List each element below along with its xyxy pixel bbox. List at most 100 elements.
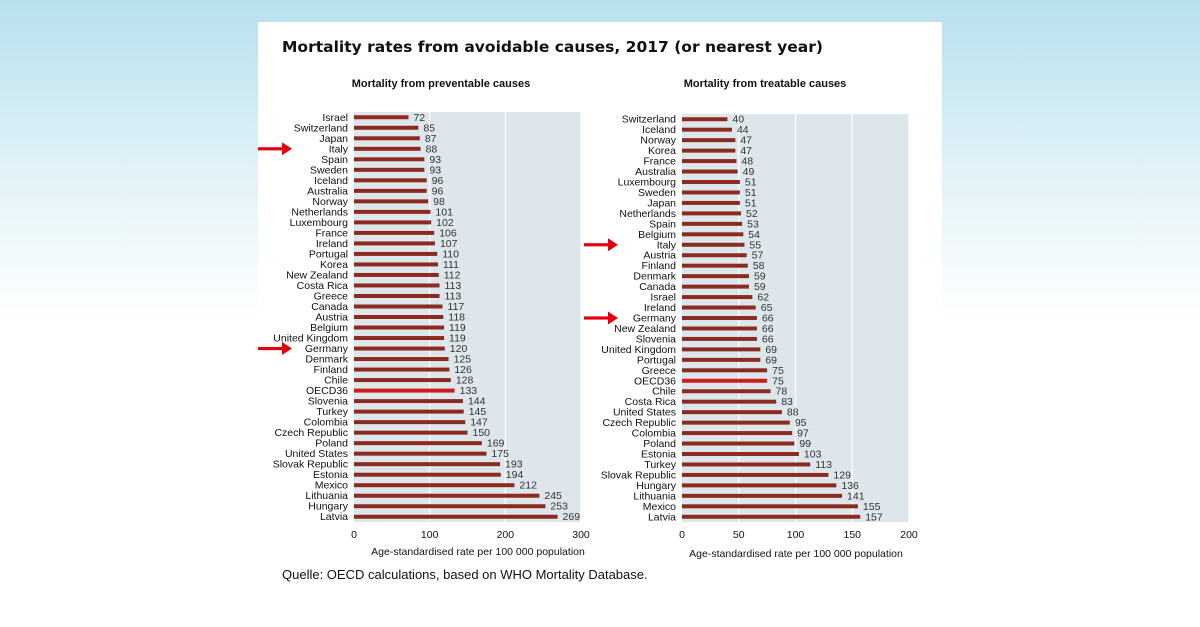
- value-label: 106: [439, 227, 457, 239]
- value-label: 55: [749, 239, 761, 251]
- source-note: Quelle: OECD calculations, based on WHO …: [282, 567, 648, 582]
- arrow-head: [608, 311, 618, 325]
- highlight-arrow-icon: [258, 142, 292, 156]
- category-label: France: [315, 227, 348, 239]
- category-label: Lithuania: [305, 490, 348, 502]
- value-label: 119: [449, 322, 466, 334]
- arrow-head: [282, 342, 292, 356]
- bar-slovenia: [682, 336, 757, 341]
- category-label: Spain: [321, 154, 348, 166]
- value-label: 157: [865, 511, 883, 523]
- value-label: 66: [762, 323, 774, 335]
- value-label: 101: [435, 206, 453, 218]
- category-label: Chile: [652, 386, 676, 398]
- category-label: Ireland: [644, 302, 676, 314]
- bar-iceland: [354, 178, 427, 183]
- bar-costa-rica: [354, 283, 440, 288]
- bar-france: [354, 230, 435, 235]
- category-label: Luxembourg: [290, 217, 349, 229]
- value-label: 103: [804, 449, 822, 461]
- category-label: Finland: [314, 364, 349, 376]
- category-label: Czech Republic: [602, 417, 676, 429]
- category-label: Poland: [643, 438, 676, 450]
- bar-luxembourg: [354, 220, 432, 225]
- value-label: 155: [863, 501, 881, 513]
- bar-united-kingdom: [354, 336, 445, 341]
- value-label: 133: [460, 385, 478, 397]
- bar-sweden: [682, 190, 740, 195]
- bar-turkey: [354, 409, 464, 414]
- bar-finland: [354, 367, 450, 372]
- value-label: 69: [765, 354, 777, 366]
- bar-australia: [354, 188, 427, 193]
- value-label: 175: [491, 448, 509, 460]
- value-label: 113: [815, 459, 832, 471]
- category-label: Germany: [633, 313, 677, 325]
- category-label: Canada: [311, 301, 348, 313]
- bar-hungary: [682, 483, 837, 488]
- x-tick-label: 0: [679, 529, 685, 541]
- bar-chile: [682, 389, 771, 394]
- category-label: Belgium: [310, 322, 348, 334]
- category-label: Italy: [657, 239, 677, 251]
- category-label: Slovak Republic: [273, 459, 348, 471]
- bar-italy: [354, 146, 421, 151]
- value-label: 118: [448, 312, 465, 324]
- bar-mexico: [354, 483, 515, 488]
- value-label: 253: [550, 501, 568, 513]
- bar-japan: [354, 136, 420, 141]
- value-label: 112: [444, 269, 461, 281]
- category-label: Norway: [640, 135, 676, 147]
- value-label: 98: [433, 196, 445, 208]
- value-label: 120: [450, 343, 468, 355]
- category-label: Portugal: [309, 248, 348, 260]
- bar-oecd36: [354, 388, 455, 393]
- value-label: 136: [841, 480, 859, 492]
- value-label: 97: [797, 428, 809, 440]
- bar-ireland: [682, 305, 756, 310]
- value-label: 102: [436, 217, 454, 229]
- x-tick-label: 150: [843, 529, 861, 541]
- category-label: Belgium: [638, 229, 676, 241]
- bar-chile: [354, 378, 451, 383]
- category-label: Austria: [315, 312, 348, 324]
- bar-finland: [682, 263, 748, 268]
- bar-belgium: [682, 232, 744, 237]
- bar-czech-republic: [682, 420, 790, 425]
- value-label: 48: [741, 156, 753, 168]
- category-label: Hungary: [636, 480, 676, 492]
- bar-portugal: [354, 251, 438, 256]
- bar-italy: [682, 242, 745, 247]
- value-label: 83: [781, 396, 793, 408]
- value-label: 58: [753, 260, 765, 272]
- category-label: Switzerland: [294, 122, 348, 134]
- value-label: 52: [746, 208, 758, 220]
- value-label: 129: [833, 469, 851, 481]
- category-label: Costa Rica: [625, 396, 677, 408]
- bar-lithuania: [682, 493, 843, 498]
- value-label: 99: [799, 438, 811, 450]
- category-label: Australia: [635, 166, 676, 178]
- bar-israel: [682, 295, 753, 300]
- value-label: 245: [544, 490, 562, 502]
- bar-new-zealand: [354, 272, 439, 277]
- bar-switzerland: [682, 117, 728, 122]
- value-label: 59: [754, 271, 766, 283]
- value-label: 150: [473, 427, 491, 439]
- category-label: Costa Rica: [297, 280, 349, 292]
- category-label: France: [643, 156, 676, 168]
- category-label: Mexico: [315, 480, 348, 492]
- value-label: 144: [468, 396, 486, 408]
- panel-title: Mortality from preventable causes: [352, 78, 531, 90]
- bar-austria: [682, 253, 747, 258]
- bar-turkey: [682, 462, 811, 467]
- bar-netherlands: [682, 211, 742, 216]
- category-label: Slovenia: [308, 396, 348, 408]
- category-label: Ireland: [316, 238, 348, 250]
- bar-austria: [354, 315, 444, 319]
- bar-netherlands: [354, 209, 431, 214]
- value-label: 128: [456, 375, 474, 387]
- value-label: 95: [795, 417, 807, 429]
